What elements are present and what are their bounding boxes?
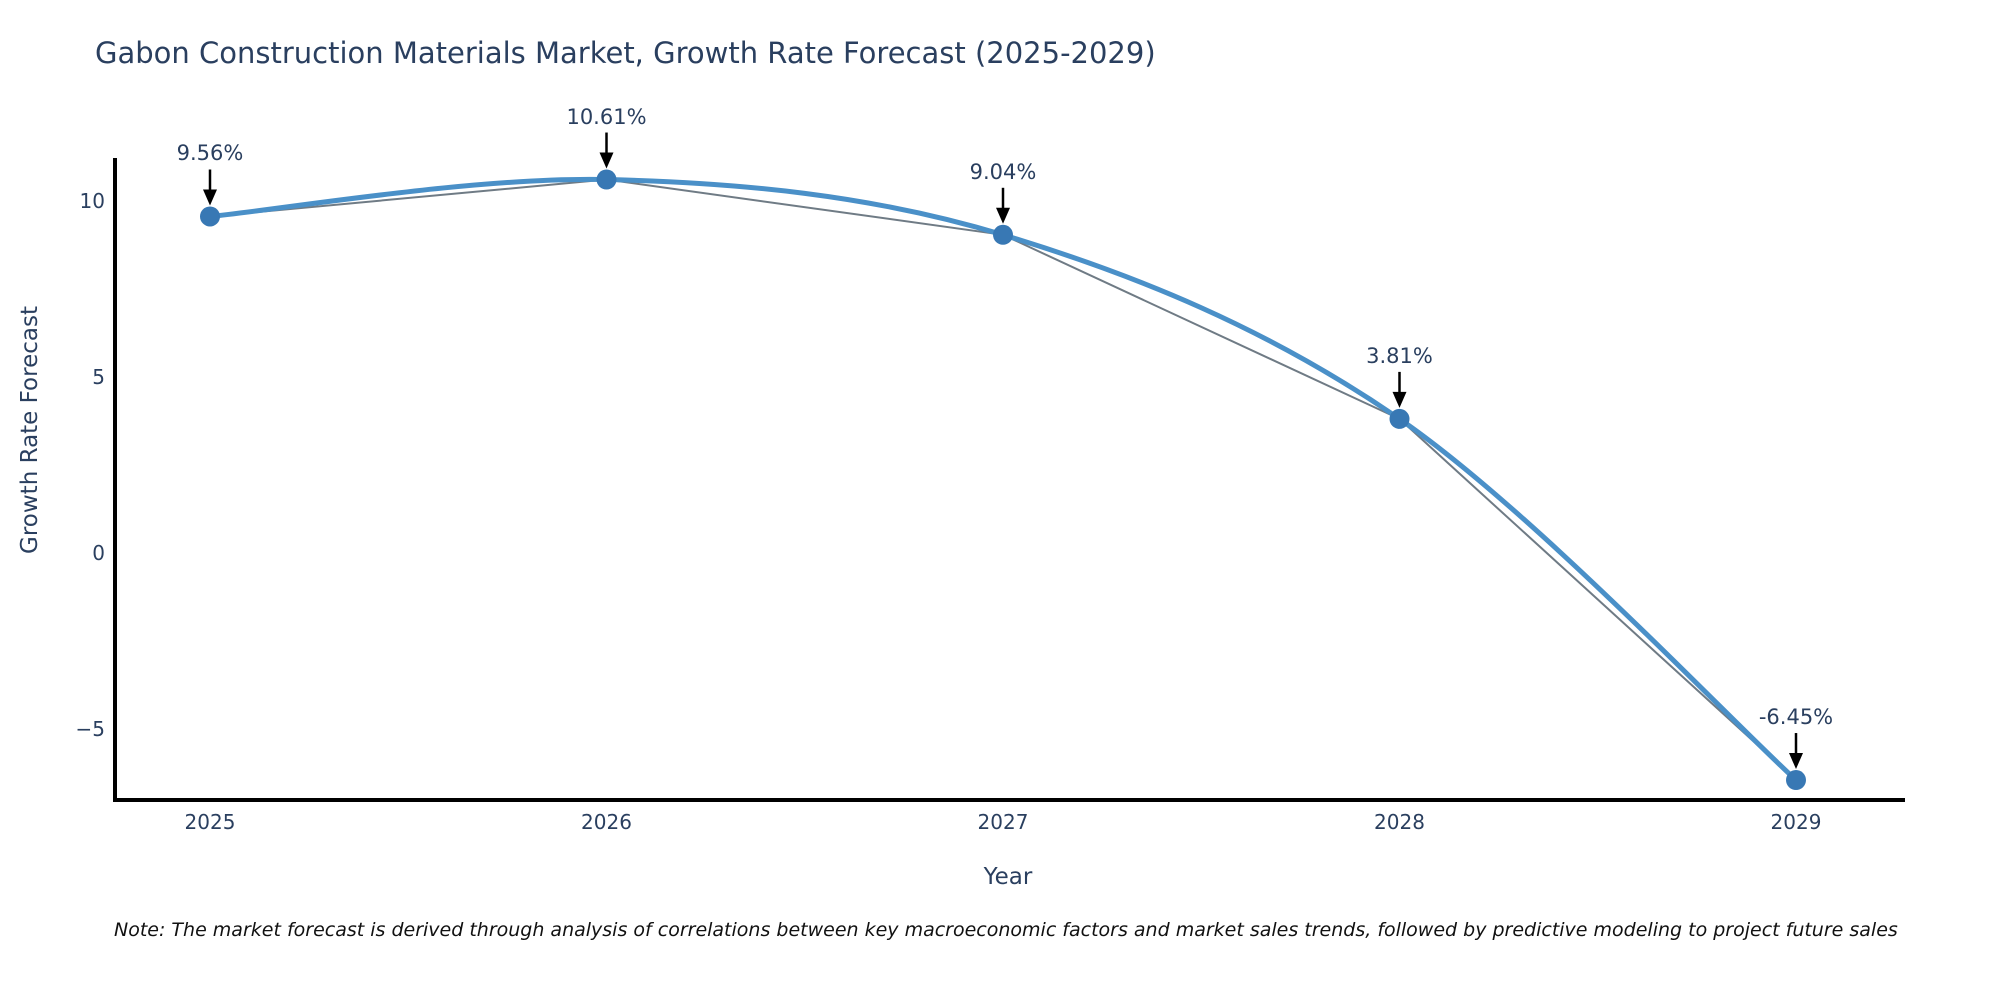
annotation-arrow-head xyxy=(1392,391,1407,408)
point-value-annotation: -6.45% xyxy=(1758,705,1834,730)
x-tick-label: 2025 xyxy=(184,810,236,834)
chart-title: Gabon Construction Materials Market, Gro… xyxy=(95,36,1156,70)
x-axis-title: Year xyxy=(983,864,1033,890)
x-tick-label: 2028 xyxy=(1374,810,1425,834)
data-point-marker xyxy=(993,224,1013,245)
data-point-marker xyxy=(596,169,617,190)
y-tick-label: 5 xyxy=(92,365,105,389)
point-value-annotation: 3.81% xyxy=(1366,343,1433,368)
annotation-arrow-head xyxy=(599,152,614,169)
y-tick-label: 0 xyxy=(92,541,105,565)
annotation-arrow-head xyxy=(996,207,1010,224)
point-value-annotation: 9.56% xyxy=(176,141,244,166)
point-value-annotation: 9.04% xyxy=(969,159,1037,184)
annotation-arrow-head xyxy=(203,189,217,206)
x-tick-label: 2026 xyxy=(581,810,632,834)
data-point-marker xyxy=(1786,770,1806,791)
data-point-marker xyxy=(1389,408,1410,429)
trend-underlay-line xyxy=(209,178,1797,781)
y-tick-label: −5 xyxy=(75,717,105,741)
y-tick-label: 10 xyxy=(79,189,105,213)
x-tick-label: 2027 xyxy=(977,810,1029,834)
data-point-marker xyxy=(200,206,220,227)
footnote: Note: The market forecast is derived thr… xyxy=(114,919,1898,941)
annotation-arrow-head xyxy=(1789,753,1803,770)
x-tick-label: 2029 xyxy=(1770,810,1822,834)
forecast-spline-line xyxy=(207,176,1799,783)
point-value-annotation: 10.61% xyxy=(566,104,647,129)
